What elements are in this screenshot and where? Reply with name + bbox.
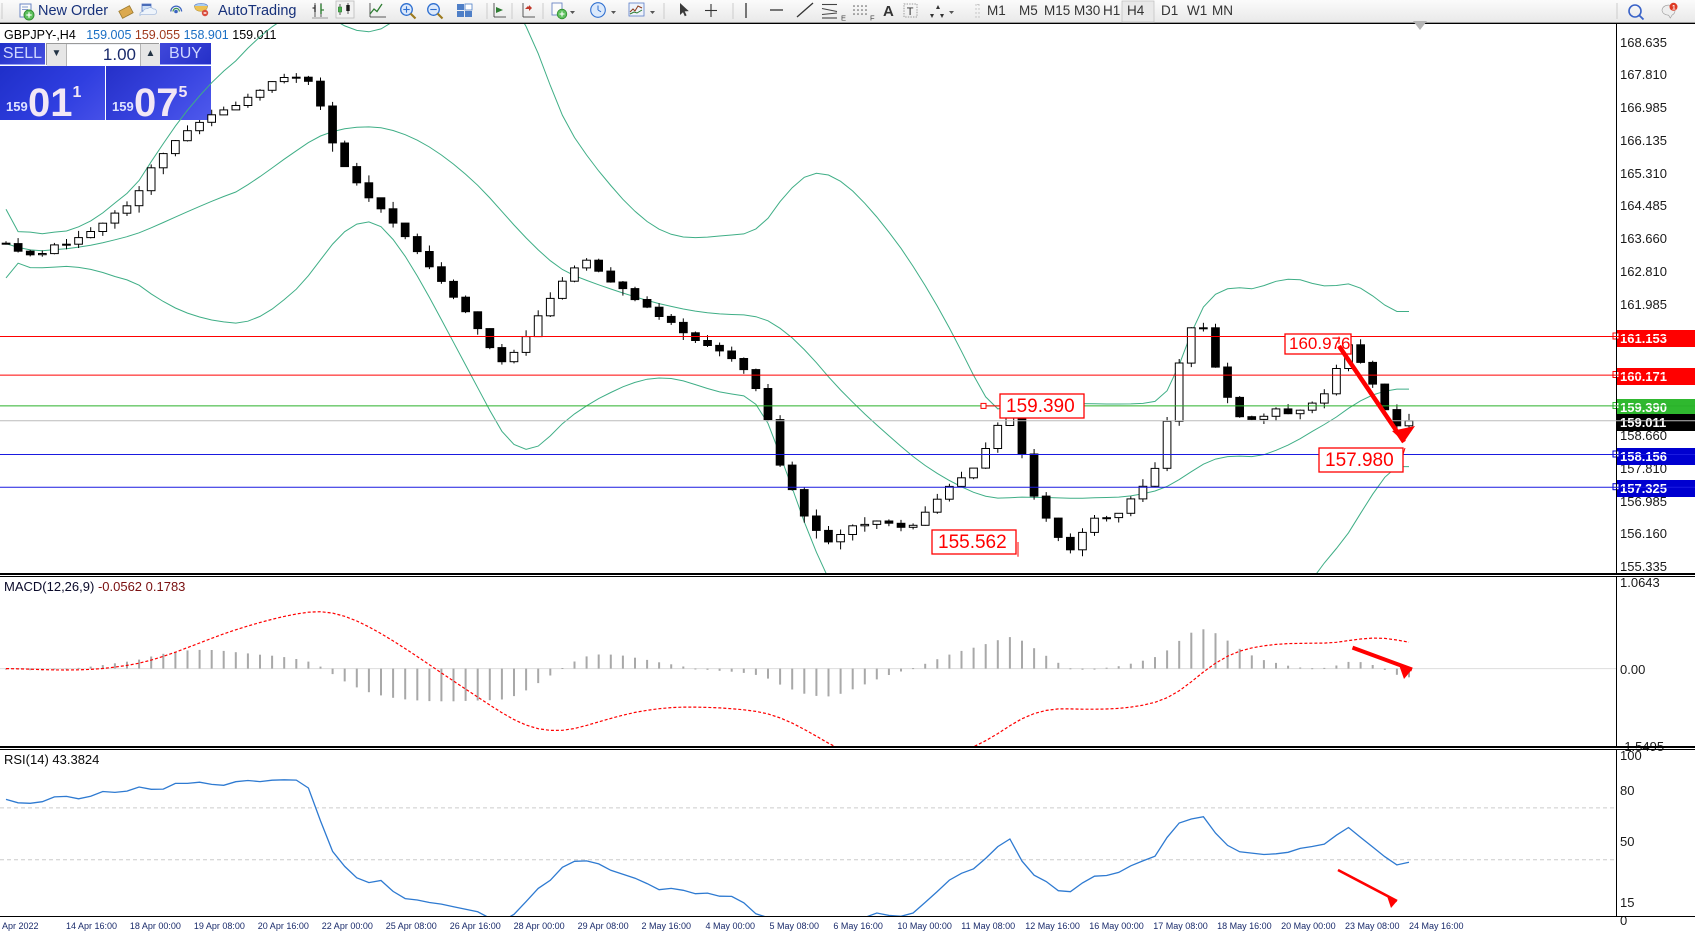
svg-text:New Order: New Order — [38, 3, 108, 19]
svg-text:M5: M5 — [1019, 3, 1038, 18]
svg-text:F: F — [870, 14, 875, 23]
svg-text:M1: M1 — [987, 3, 1006, 18]
svg-text:E: E — [841, 14, 846, 23]
svg-text:D1: D1 — [1161, 3, 1178, 18]
svg-text:MN: MN — [1212, 3, 1233, 18]
svg-text:A: A — [883, 3, 894, 20]
svg-text:M15: M15 — [1044, 3, 1070, 18]
svg-text:H4: H4 — [1127, 3, 1145, 18]
svg-text:AutoTrading: AutoTrading — [218, 3, 296, 19]
svg-text:H1: H1 — [1103, 3, 1120, 18]
svg-text:1: 1 — [1672, 5, 1676, 12]
svg-text:W1: W1 — [1187, 3, 1207, 18]
svg-text:M30: M30 — [1074, 3, 1100, 18]
svg-text:T: T — [907, 6, 914, 18]
